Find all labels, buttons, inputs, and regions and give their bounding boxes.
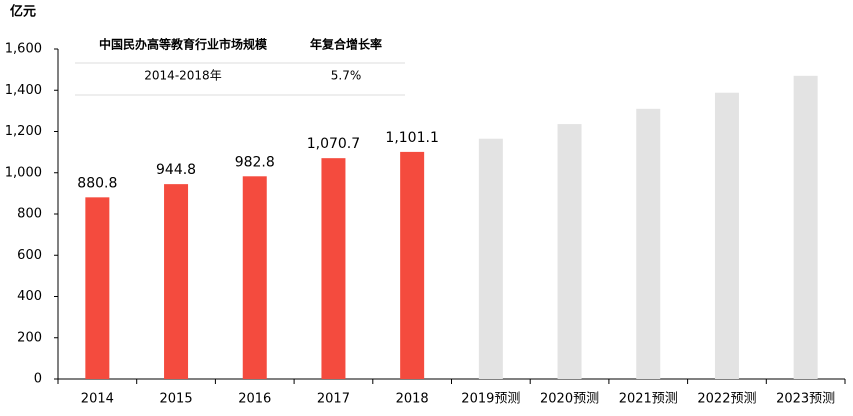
x-tick-label: 2015	[160, 392, 193, 407]
value-label: 1,101.1	[385, 130, 438, 146]
x-tick-label: 2014	[81, 392, 114, 407]
value-label: 880.8	[77, 175, 117, 191]
bar	[636, 108, 661, 379]
bar	[400, 151, 425, 379]
bar	[793, 75, 818, 379]
bar	[242, 176, 267, 379]
bar	[85, 197, 110, 379]
y-tick-label: 400	[17, 289, 42, 304]
bar	[557, 124, 582, 379]
x-tick-label: 2018	[396, 392, 429, 407]
y-tick-label: 800	[17, 207, 42, 222]
value-label: 944.8	[156, 162, 196, 178]
y-tick-label: 0	[34, 372, 42, 387]
table-header: 中国民办高等教育行业市场规模	[99, 37, 268, 52]
x-tick-label: 2022预测	[697, 392, 756, 407]
bar	[164, 184, 189, 379]
y-tick-label: 200	[17, 330, 42, 345]
x-tick-label: 2020预测	[540, 392, 599, 407]
y-tick-label: 1,200	[5, 124, 42, 139]
y-tick-label: 1,600	[5, 42, 42, 57]
bar	[714, 92, 739, 379]
y-tick-label: 1,000	[5, 165, 42, 180]
x-tick-label: 2016	[238, 392, 271, 407]
y-axis-label: 亿元	[10, 4, 36, 20]
x-tick-label: 2019预测	[461, 392, 520, 407]
bar	[321, 158, 346, 379]
x-tick-label: 2021预测	[619, 392, 678, 407]
table-cell: 2014-2018年	[144, 69, 221, 83]
table-cell: 5.7%	[331, 69, 362, 83]
y-tick-label: 600	[17, 248, 42, 263]
x-tick-label: 2017	[317, 392, 350, 407]
value-label: 982.8	[235, 154, 275, 170]
x-tick-label: 2023预测	[776, 392, 835, 407]
bar	[478, 138, 503, 379]
y-tick-label: 1,400	[5, 83, 42, 98]
table-header: 年复合增长率	[310, 37, 382, 52]
value-label: 1,070.7	[307, 136, 360, 152]
